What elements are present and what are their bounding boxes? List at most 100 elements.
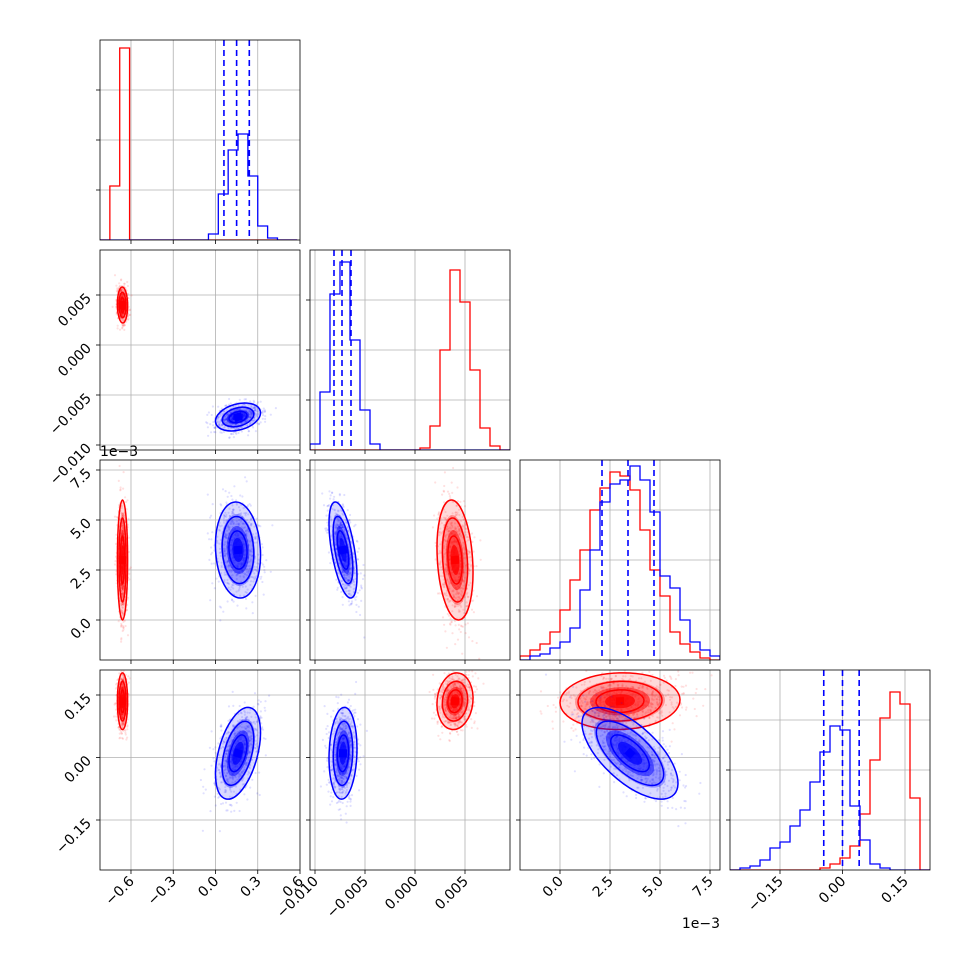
sample-point	[229, 411, 232, 414]
sample-point	[239, 520, 242, 523]
sample-point	[443, 471, 446, 474]
sample-point	[231, 504, 234, 507]
histogram-red	[100, 47, 298, 240]
sample-point	[228, 436, 231, 439]
sample-point	[126, 499, 129, 502]
sample-point	[454, 515, 457, 518]
sample-point	[461, 591, 464, 594]
sample-point	[329, 562, 332, 565]
sample-point	[441, 583, 445, 587]
sample-point	[444, 598, 447, 601]
sample-point	[336, 586, 339, 589]
sample-point	[353, 580, 356, 583]
sample-point	[231, 599, 234, 602]
sample-point	[115, 573, 118, 576]
sample-point	[226, 422, 230, 425]
sample-point	[337, 524, 340, 527]
sample-point	[120, 288, 124, 291]
sample-point	[238, 523, 241, 526]
sample-point	[251, 601, 254, 604]
sample-point	[454, 511, 457, 514]
sample-point	[461, 541, 465, 544]
sample-point	[220, 424, 223, 427]
sample-point	[123, 324, 126, 327]
sample-point	[456, 638, 460, 641]
scatter-panel-1-0	[96, 249, 301, 454]
sample-point	[211, 551, 214, 554]
sample-point	[250, 414, 253, 417]
sample-point	[224, 511, 227, 514]
sample-point	[457, 609, 460, 612]
sample-point	[235, 427, 238, 430]
sample-point	[121, 606, 124, 609]
sample-point	[342, 513, 345, 516]
sample-point	[122, 722, 125, 725]
sample-point	[458, 528, 461, 531]
sample-point	[121, 592, 124, 595]
sample-point	[349, 586, 352, 589]
sample-point	[225, 414, 229, 417]
sample-point	[449, 497, 452, 500]
sample-point	[449, 623, 452, 626]
sample-point	[348, 531, 351, 534]
sample-point	[263, 410, 267, 413]
sample-point	[257, 413, 260, 416]
sample-point	[248, 540, 251, 543]
y-tick-label: 5.0	[68, 516, 95, 543]
sample-point	[262, 593, 265, 596]
sample-point	[253, 541, 256, 544]
sample-point	[464, 632, 467, 635]
sample-point	[232, 436, 235, 439]
sample-point	[462, 581, 465, 584]
sample-point	[327, 504, 331, 507]
sample-point	[457, 527, 460, 530]
sample-point	[231, 508, 235, 511]
sample-point	[124, 496, 127, 499]
sample-point	[127, 550, 130, 554]
sample-point	[248, 564, 251, 568]
sample-point	[341, 583, 344, 586]
sample-point	[250, 404, 253, 407]
sample-point	[262, 407, 265, 410]
sample-point	[253, 409, 256, 412]
sample-point	[123, 282, 126, 285]
sample-point	[230, 432, 233, 436]
sample-point	[124, 661, 126, 663]
sample-point	[238, 588, 241, 591]
sample-point	[347, 579, 350, 582]
y-tick-label: 2.5	[68, 566, 95, 593]
sample-point	[464, 557, 467, 560]
sample-point	[232, 508, 235, 511]
sample-point	[255, 410, 258, 413]
sample-point	[249, 415, 252, 418]
sample-point	[352, 552, 355, 555]
sample-point	[348, 519, 351, 522]
sample-point	[121, 723, 124, 726]
sample-point	[120, 512, 123, 515]
y-offset-label: 1e−3	[100, 444, 138, 460]
sample-point	[261, 553, 264, 557]
sample-point	[235, 574, 238, 577]
sample-point	[252, 580, 255, 583]
sample-point	[346, 579, 349, 582]
sample-point	[122, 729, 125, 732]
sample-point	[246, 424, 249, 427]
sample-point	[128, 677, 131, 680]
sample-point	[439, 543, 442, 546]
sample-point	[360, 599, 363, 602]
sample-point	[249, 400, 252, 403]
sample-point	[115, 284, 118, 287]
sample-point	[238, 585, 242, 588]
sample-point	[460, 605, 463, 608]
sample-point	[216, 535, 219, 538]
sample-point	[458, 513, 461, 517]
sample-point	[358, 589, 361, 592]
sample-point	[461, 544, 464, 547]
sample-point	[471, 640, 474, 643]
sample-point	[356, 591, 359, 594]
sample-point	[241, 522, 245, 525]
sample-point	[355, 603, 358, 606]
sample-point	[228, 514, 232, 518]
sample-point	[206, 532, 209, 535]
